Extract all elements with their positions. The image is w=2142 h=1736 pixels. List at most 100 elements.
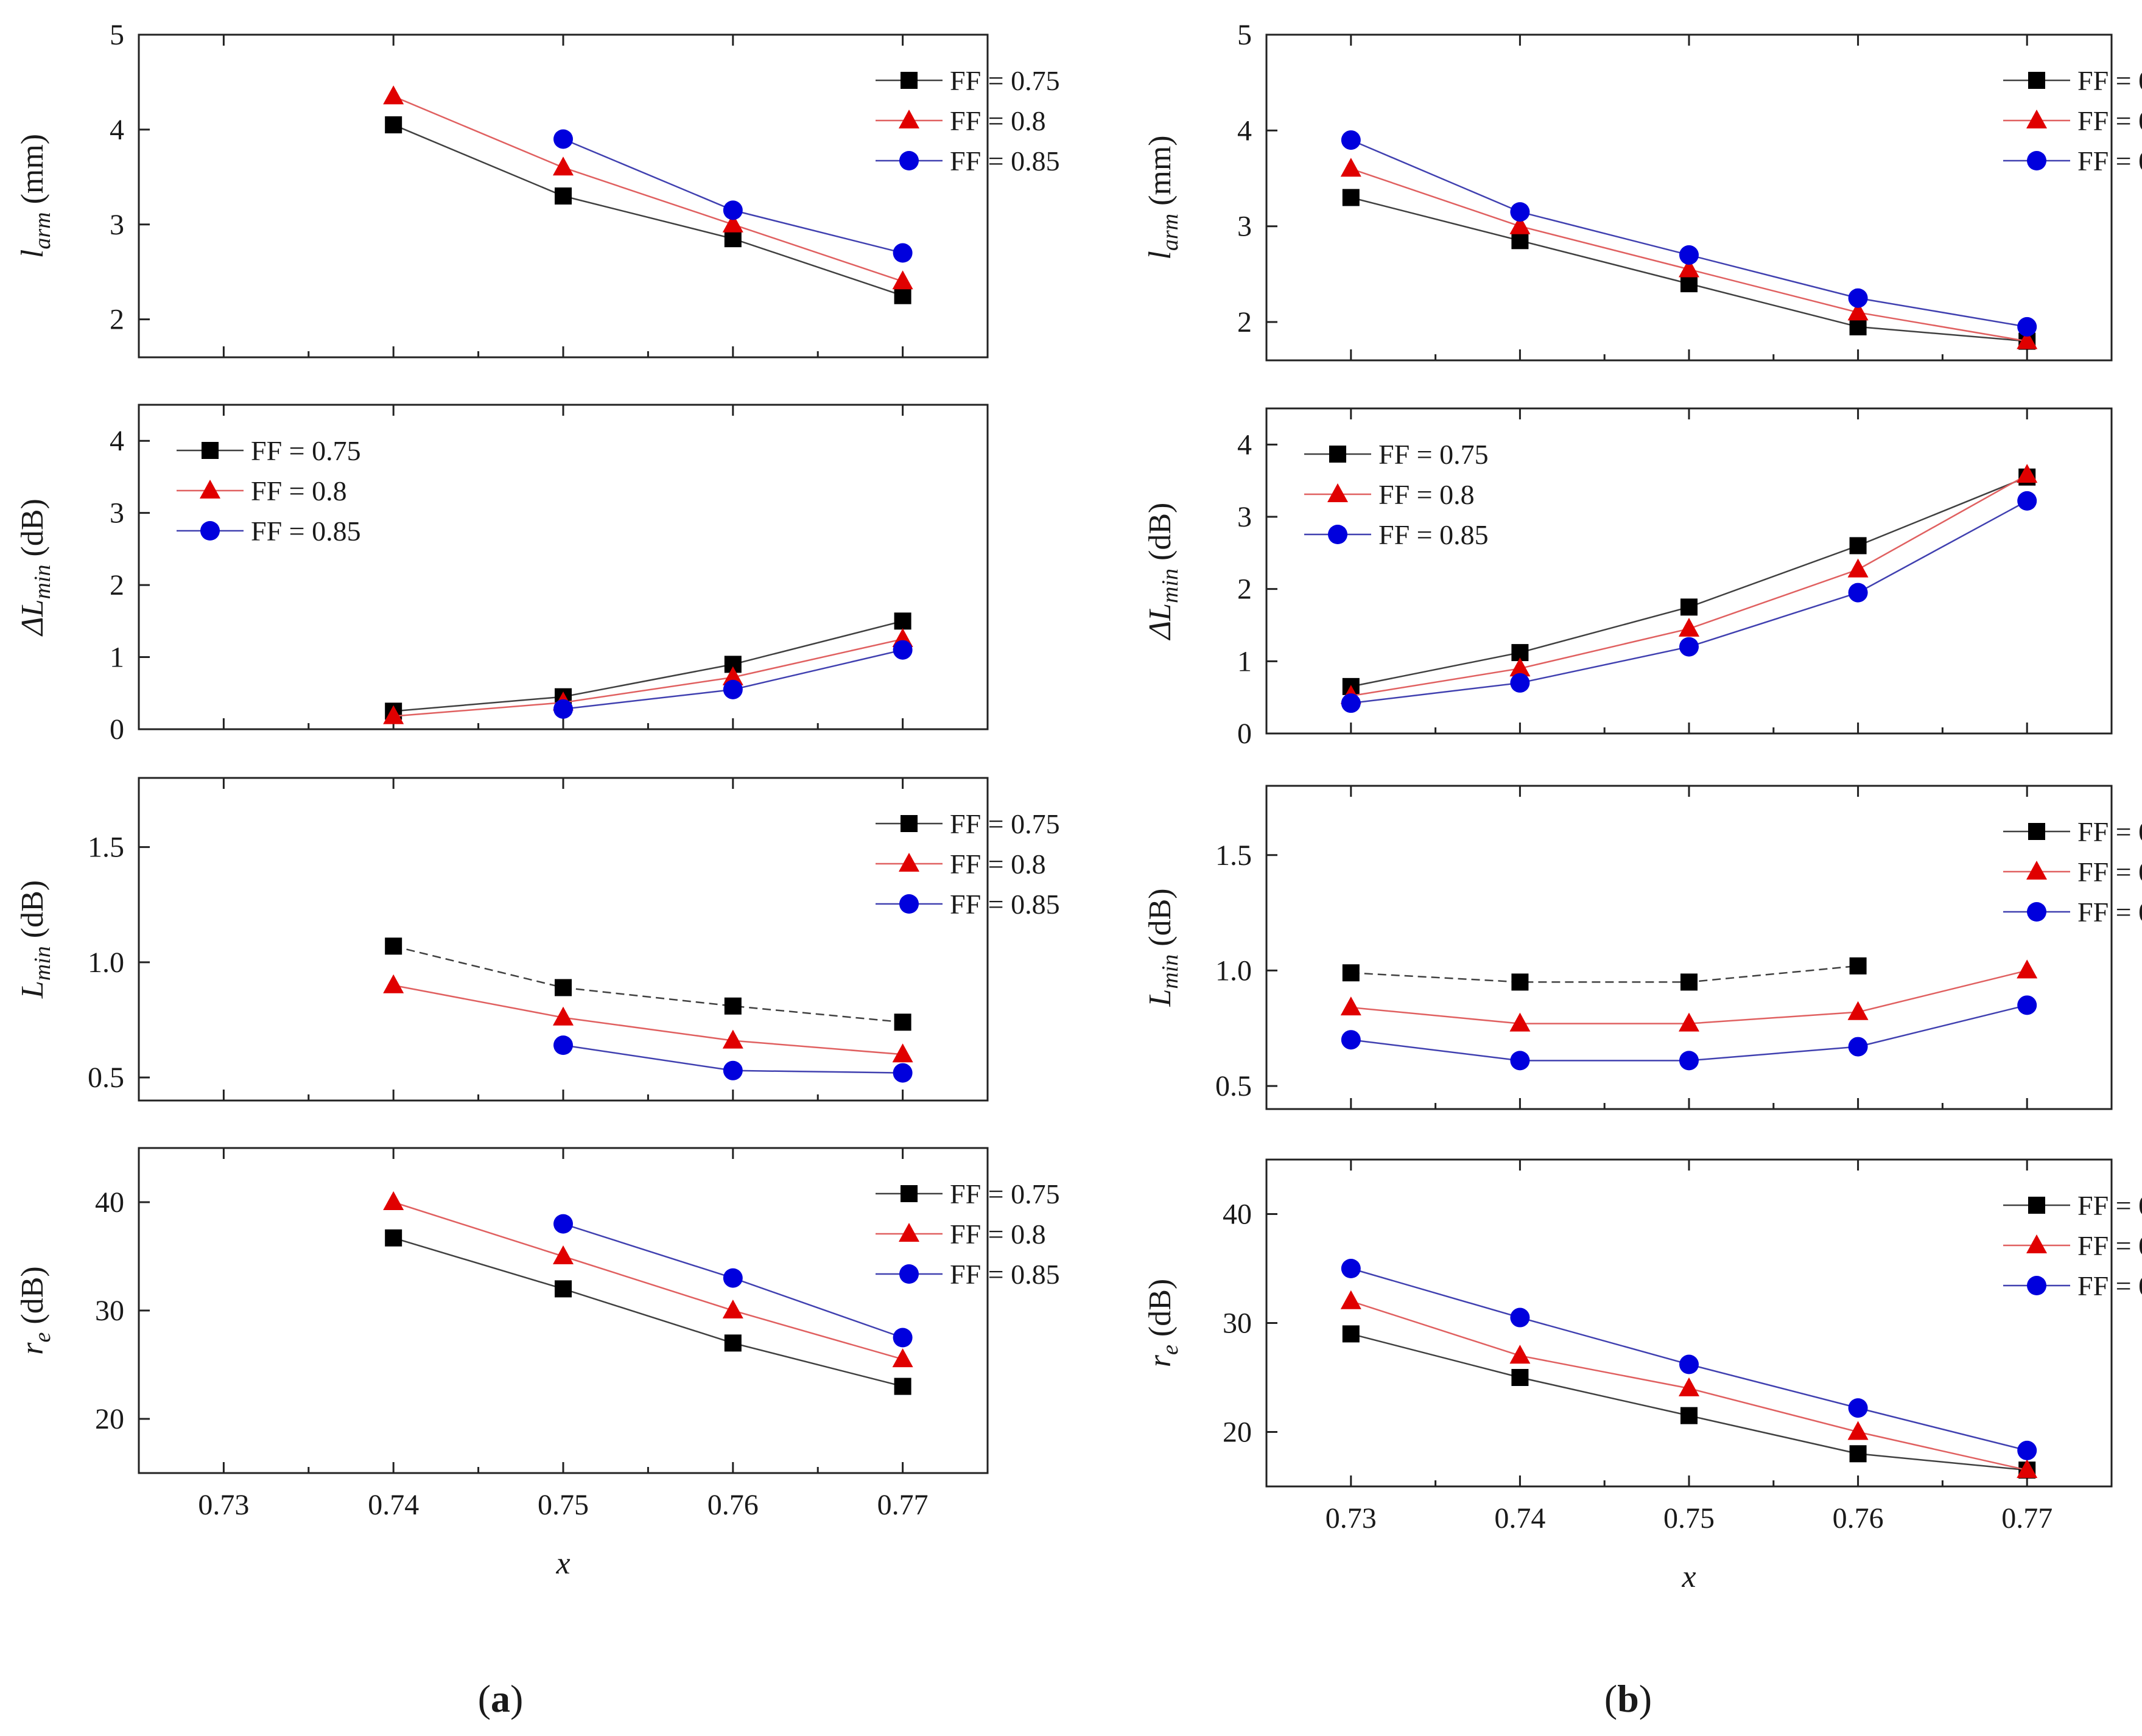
y-axis-label: re (dB) bbox=[15, 1266, 55, 1354]
legend-label: FF = 0.75 bbox=[251, 435, 361, 466]
y-tick-label: 30 bbox=[95, 1295, 124, 1327]
legend-marker bbox=[899, 110, 919, 128]
series-line bbox=[393, 984, 903, 1055]
legend-label: FF = 0.75 bbox=[2077, 65, 2142, 96]
series-1 bbox=[1342, 957, 1867, 991]
y-axis-unit: (dB) bbox=[15, 1266, 50, 1332]
y-axis-unit: (dB) bbox=[1143, 1279, 1178, 1345]
data-point bbox=[553, 156, 574, 176]
legend-label: FF = 0.8 bbox=[2077, 1230, 2142, 1261]
data-point bbox=[1847, 1001, 1869, 1020]
data-point bbox=[2017, 491, 2037, 511]
data-point bbox=[1849, 957, 1867, 975]
data-point bbox=[723, 1060, 743, 1080]
data-point bbox=[724, 1334, 742, 1352]
x-tick-label: 0.73 bbox=[1326, 1502, 1377, 1535]
data-point bbox=[1509, 1345, 1531, 1364]
y-tick-label: 0 bbox=[1237, 718, 1252, 750]
series-line bbox=[393, 638, 903, 717]
legend-label: FF = 0.75 bbox=[950, 1178, 1060, 1209]
legend-label: FF = 0.8 bbox=[2077, 856, 2142, 887]
y-tick-label: 0.5 bbox=[1215, 1070, 1252, 1102]
data-point bbox=[1679, 1051, 1699, 1071]
series-3 bbox=[1341, 1259, 2037, 1460]
data-point bbox=[1341, 693, 1361, 713]
y-axis-unit: (mm) bbox=[15, 134, 50, 212]
data-point bbox=[2017, 317, 2037, 337]
x-axis-label: x bbox=[555, 1546, 570, 1581]
data-point bbox=[1848, 1037, 1868, 1057]
series-1 bbox=[385, 116, 911, 304]
data-point bbox=[1341, 130, 1361, 150]
y-tick-label: 1.0 bbox=[1215, 954, 1252, 987]
series-line bbox=[393, 945, 903, 1023]
data-point bbox=[1342, 964, 1360, 982]
legend: FF = 0.75 FF = 0.8 FF = 0.85 bbox=[2003, 65, 2142, 177]
data-point bbox=[1342, 189, 1360, 206]
series-3 bbox=[553, 640, 913, 719]
legend-marker bbox=[2027, 151, 2046, 170]
y-tick-label: 1.5 bbox=[88, 831, 124, 864]
y-axis-unit: (dB) bbox=[1143, 888, 1178, 954]
legend-marker bbox=[899, 853, 919, 872]
data-point bbox=[1847, 301, 1869, 321]
data-point bbox=[553, 1214, 573, 1234]
data-point bbox=[1849, 318, 1867, 335]
legend-marker bbox=[200, 480, 220, 499]
y-tick-label: 40 bbox=[95, 1186, 124, 1219]
data-point bbox=[2017, 464, 2038, 483]
series-3 bbox=[553, 1035, 913, 1083]
data-point bbox=[1680, 1407, 1698, 1424]
series-3 bbox=[553, 1214, 913, 1348]
y-axis-label: larm (mm) bbox=[15, 134, 55, 258]
data-point bbox=[2017, 959, 2038, 979]
y-axis-label: ΔLmin (dB) bbox=[15, 499, 55, 637]
data-point bbox=[1849, 537, 1867, 555]
legend-label: FF = 0.75 bbox=[2077, 1190, 2142, 1221]
data-point bbox=[892, 1043, 913, 1063]
y-axis-subscript: min bbox=[1157, 954, 1183, 989]
legend: FF = 0.75 FF = 0.8 FF = 0.85 bbox=[1304, 439, 1489, 550]
data-point bbox=[553, 699, 573, 719]
series-line bbox=[393, 1201, 903, 1360]
y-tick-label: 20 bbox=[95, 1403, 124, 1435]
y-tick-label: 1.0 bbox=[88, 947, 124, 979]
data-point bbox=[1511, 1369, 1529, 1386]
y-axis-subscript: arm bbox=[1157, 214, 1183, 251]
data-point bbox=[1340, 1290, 1361, 1309]
data-point bbox=[553, 1006, 574, 1026]
y-axis-symbol: l bbox=[15, 250, 50, 258]
chart-b-larm: 2 3 4 5 larm (mm) FF = 0.75 FF = 0.8 FF = 0.85 bbox=[1143, 19, 2142, 362]
data-point bbox=[1847, 1421, 1869, 1440]
legend-label: FF = 0.85 bbox=[2077, 145, 2142, 177]
series-2 bbox=[383, 628, 913, 724]
data-point bbox=[894, 287, 911, 304]
y-tick-label: 1 bbox=[1237, 645, 1252, 677]
data-point bbox=[1340, 158, 1361, 177]
data-point bbox=[722, 1300, 743, 1318]
legend-label: FF = 0.85 bbox=[251, 516, 361, 547]
legend-marker bbox=[899, 151, 919, 170]
panel-label-b: (b) bbox=[1604, 1677, 1652, 1720]
series-3 bbox=[1341, 995, 2037, 1071]
legend-label: FF = 0.85 bbox=[950, 1259, 1060, 1290]
y-axis-unit: (dB) bbox=[15, 499, 50, 564]
data-point bbox=[892, 1348, 913, 1368]
x-tick-label: 0.76 bbox=[708, 1489, 759, 1521]
y-tick-label: 5 bbox=[1237, 19, 1252, 51]
data-point bbox=[893, 640, 913, 660]
legend-marker bbox=[899, 1223, 919, 1242]
legend-marker bbox=[899, 894, 919, 914]
legend-marker bbox=[202, 442, 219, 459]
data-point bbox=[1848, 583, 1868, 603]
data-point bbox=[1509, 1012, 1531, 1032]
y-axis-subscript: e bbox=[30, 1332, 55, 1342]
data-point bbox=[724, 997, 742, 1015]
data-point bbox=[723, 1268, 743, 1288]
legend-label: FF = 0.8 bbox=[251, 475, 347, 506]
data-point bbox=[385, 1229, 402, 1247]
y-axis-symbol: ΔL bbox=[1143, 603, 1178, 640]
data-point bbox=[1849, 1445, 1867, 1463]
y-tick-label: 3 bbox=[110, 209, 124, 241]
